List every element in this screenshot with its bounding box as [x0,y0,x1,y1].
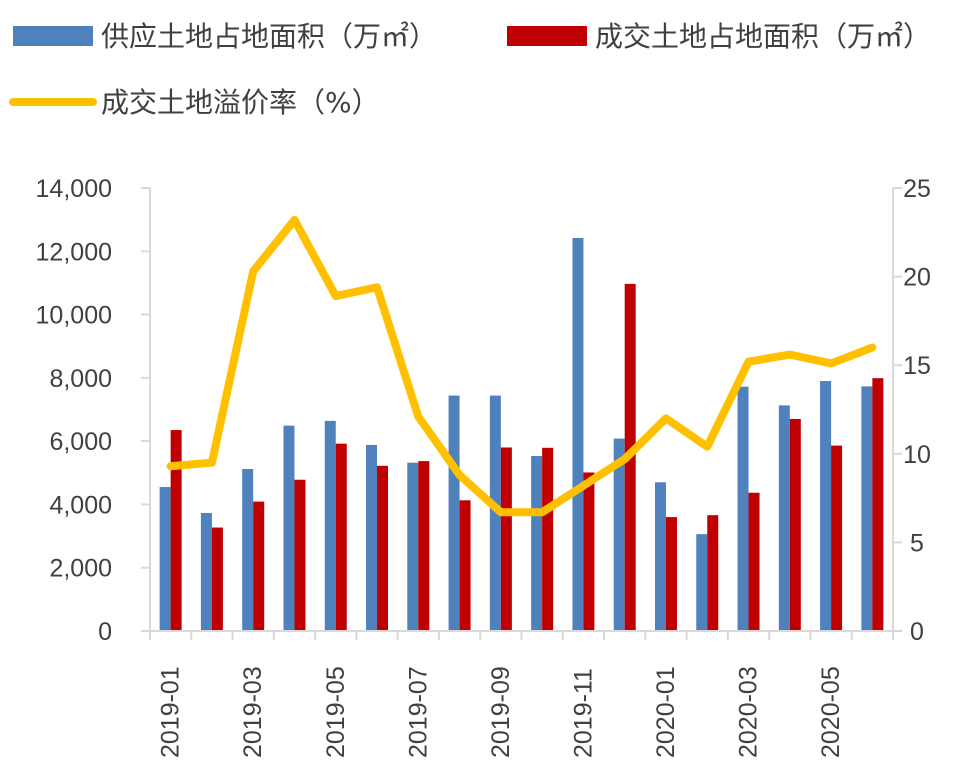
y-right-tick-label: 25 [903,175,931,203]
y-left-tick-label: 6,000 [49,428,112,456]
bar-transaction-2019-06 [377,465,389,631]
bar-transaction-2019-03 [253,501,265,631]
x-tick-label: 2020-01 [652,666,680,758]
x-tick-label: 2019-07 [404,666,432,758]
bar-supply-2019-08 [448,395,460,631]
x-tick-label: 2019-11 [569,668,597,758]
bar-supply-2020-02 [696,534,708,631]
x-tick-label: 2019-01 [157,666,185,758]
bar-supply-2019-03 [242,468,254,631]
y-right-tick-label: 15 [903,352,931,380]
bar-supply-2019-12 [613,438,625,631]
bar-supply-2019-10 [531,456,543,631]
bar-transaction-2019-02 [211,527,223,631]
line-layer [166,215,877,517]
bar-transaction-2019-08 [459,500,471,631]
y-left-tick-label: 2,000 [49,555,112,583]
y-left-tick-label: 0 [98,618,112,646]
y-right-tick-label: 0 [910,618,924,646]
x-tick-label: 2019-03 [239,666,267,758]
x-tick-label: 2019-05 [322,666,350,758]
bar-supply-2020-01 [654,482,666,631]
bar-transaction-2020-01 [665,517,677,631]
legend-label-transaction: 成交土地占地面积（万㎡） [595,20,931,53]
x-tick-label: 2020-05 [817,666,845,758]
legend-swatch-transaction [507,26,587,46]
bar-transaction-2019-09 [500,447,512,631]
y-left-tick-label: 4,000 [49,491,112,519]
bar-supply-2020-06 [861,386,873,631]
bar-transaction-2019-04 [294,479,306,631]
y-right-tick-label: 5 [910,529,924,557]
bar-supply-2019-07 [407,462,419,631]
bar-supply-2019-01 [159,487,171,631]
bar-supply-2020-05 [820,381,832,631]
bar-supply-2019-06 [366,444,378,631]
bar-transaction-2019-11 [583,472,595,631]
bar-supply-2019-04 [283,425,295,631]
bar-supply-2019-05 [324,420,336,631]
legend-swatch-supply [13,26,93,46]
bar-transaction-2020-02 [707,515,719,631]
legend-label-premium: 成交土地溢价率（%） [101,86,380,119]
bar-transaction-2019-01 [170,430,182,631]
x-tick-label: 2020-03 [735,666,763,758]
bars-layer [159,237,884,631]
y-left-tick-label: 12,000 [36,238,112,266]
y-left-tick-label: 8,000 [49,365,112,393]
bar-transaction-2020-03 [748,492,760,631]
bar-supply-2019-11 [572,237,584,631]
bar-supply-2019-02 [200,512,212,631]
bar-transaction-2019-07 [418,461,430,631]
bar-transaction-2020-05 [831,445,843,631]
axes-layer: 0 2,000 4,000 6,000 8,000 10,000 12,000 14,000 0… [36,175,931,758]
bar-supply-2020-03 [737,386,749,631]
legend: 供应土地占地面积（万㎡） 成交土地占地面积（万㎡） 成交土地溢价率（%） [9,20,931,119]
y-right-tick-label: 20 [903,264,931,292]
line-premium-rate [166,215,877,517]
bar-transaction-2020-06 [872,378,884,631]
y-left-tick-label: 10,000 [36,302,112,330]
x-tick-label: 2019-09 [487,666,515,758]
bar-supply-2019-09 [489,395,501,631]
bar-transaction-2019-10 [542,447,554,631]
y-right-tick-label: 10 [903,441,931,469]
bar-supply-2020-04 [778,405,790,631]
legend-label-supply: 供应土地占地面积（万㎡） [101,20,437,53]
bar-transaction-2020-04 [789,418,801,631]
y-left-tick-label: 14,000 [36,175,112,203]
bar-transaction-2019-05 [335,443,347,631]
